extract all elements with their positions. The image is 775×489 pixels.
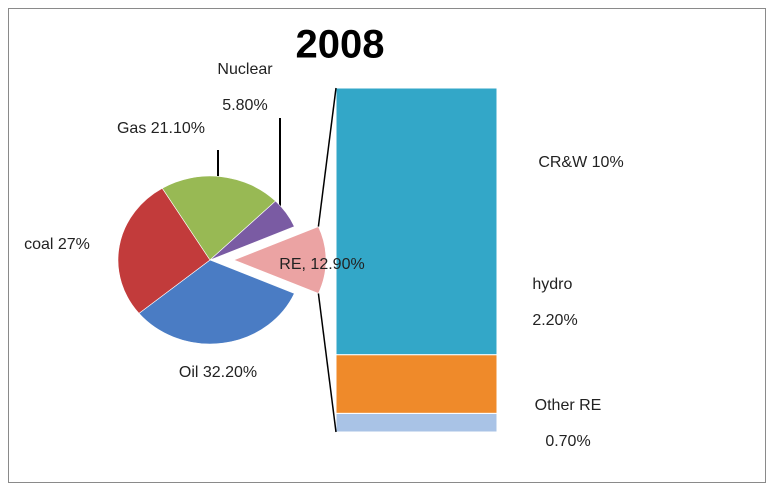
pie-slice xyxy=(209,200,295,261)
connector xyxy=(317,87,337,227)
chart-title: 2008 xyxy=(295,22,385,67)
data-label: Other RE 0.70% xyxy=(534,397,602,450)
bar-segment xyxy=(335,87,498,356)
pie-slice xyxy=(117,187,211,314)
data-label: Gas 21.10% xyxy=(116,120,206,137)
data-label: Nuclear 5.80% xyxy=(217,61,273,114)
connector xyxy=(317,293,337,433)
data-label: hydro 2.20% xyxy=(532,276,578,329)
data-label: CR&W 10% xyxy=(538,154,624,171)
bar-segment xyxy=(335,412,498,433)
pie-slice xyxy=(161,175,277,261)
data-label: coal 27% xyxy=(24,236,90,253)
bar-segment xyxy=(335,354,498,414)
pie-slice xyxy=(138,259,295,345)
pie-slice xyxy=(233,226,327,294)
data-label: Oil 32.20% xyxy=(178,364,258,381)
data-label: RE, 12.90% xyxy=(279,256,365,273)
